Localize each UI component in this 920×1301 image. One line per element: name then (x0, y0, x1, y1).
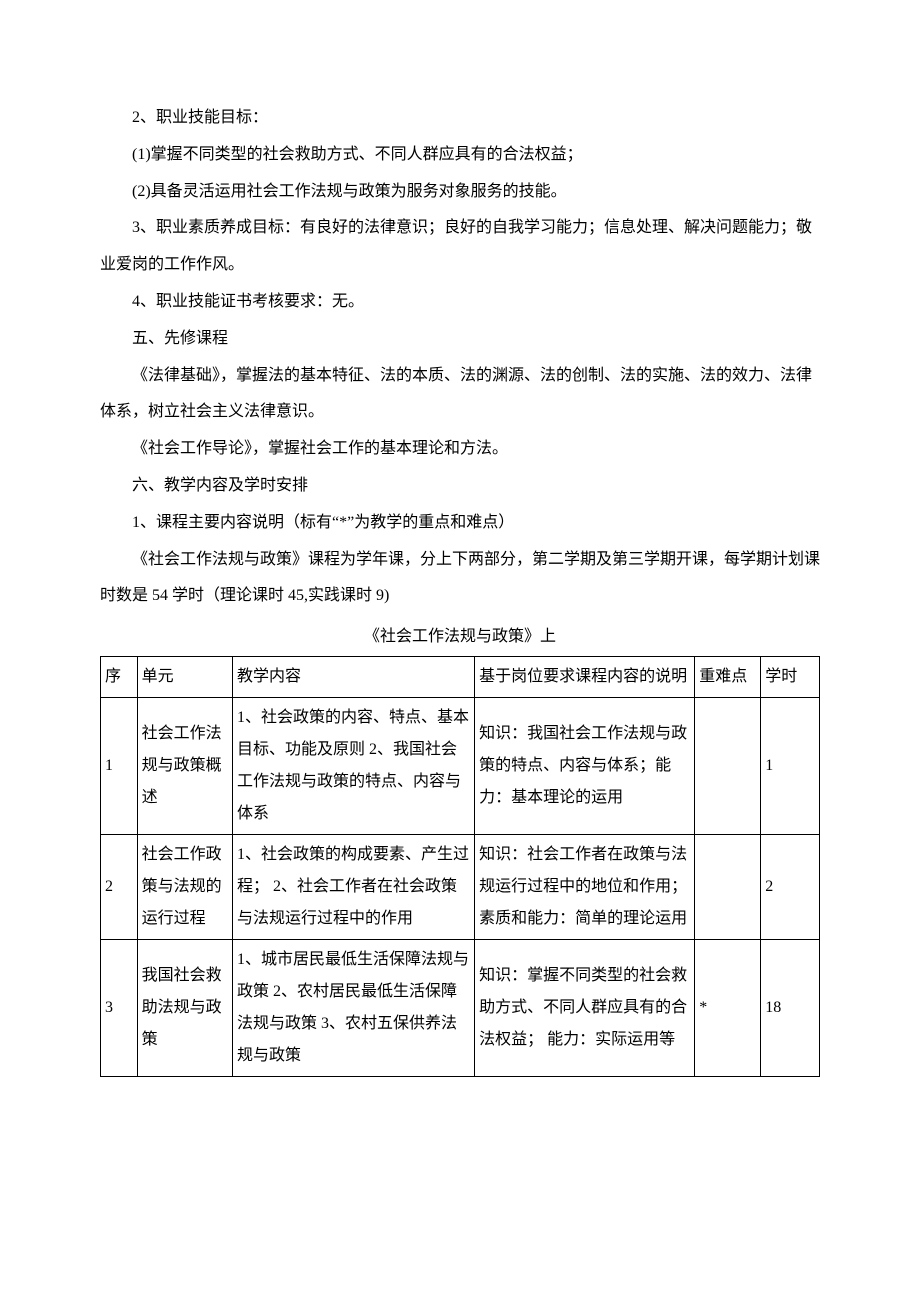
table-row: 2 社会工作政策与法规的运行过程 1、社会政策的构成要素、产生过程； 2、社会工… (101, 834, 820, 939)
th-seq: 序 (101, 656, 138, 697)
th-diff: 重难点 (695, 656, 761, 697)
cell-content: 1、城市居民最低生活保障法规与政策 2、农村居民最低生活保障法规与政策 3、农村… (233, 939, 475, 1076)
cell-desc: 知识：社会工作者在政策与法规运行过程中的地位和作用；素质和能力：简单的理论运用 (475, 834, 695, 939)
table-row: 1 社会工作法规与政策概述 1、社会政策的内容、特点、基本目标、功能及原则 2、… (101, 697, 820, 834)
paragraph-course-plan: 《社会工作法规与政策》课程为学年课，分上下两部分，第二学期及第三学期开课，每学期… (100, 542, 820, 616)
paragraph-skill-1: (1)掌握不同类型的社会救助方式、不同人群应具有的合法权益； (100, 137, 820, 174)
cell-diff: * (695, 939, 761, 1076)
cell-seq: 3 (101, 939, 138, 1076)
course-table: 序 单元 教学内容 基于岗位要求课程内容的说明 重难点 学时 1 社会工作法规与… (100, 656, 820, 1077)
cell-unit: 社会工作法规与政策概述 (137, 697, 232, 834)
paragraph-cert: 4、职业技能证书考核要求：无。 (100, 284, 820, 321)
cell-desc: 知识：我国社会工作法规与政策的特点、内容与体系；能力：基本理论的运用 (475, 697, 695, 834)
th-content: 教学内容 (233, 656, 475, 697)
th-hours: 学时 (761, 656, 820, 697)
paragraph-skill-2: (2)具备灵活运用社会工作法规与政策为服务对象服务的技能。 (100, 174, 820, 211)
cell-diff (695, 834, 761, 939)
cell-seq: 1 (101, 697, 138, 834)
th-unit: 单元 (137, 656, 232, 697)
heading-prereq: 五、先修课程 (100, 321, 820, 358)
cell-hours: 2 (761, 834, 820, 939)
cell-diff (695, 697, 761, 834)
table-row: 3 我国社会救助法规与政策 1、城市居民最低生活保障法规与政策 2、农村居民最低… (101, 939, 820, 1076)
cell-content: 1、社会政策的构成要素、产生过程； 2、社会工作者在社会政策与法规运行过程中的作… (233, 834, 475, 939)
paragraph-prereq-1: 《法律基础》，掌握法的基本特征、法的本质、法的渊源、法的创制、法的实施、法的效力… (100, 358, 820, 432)
heading-content: 六、教学内容及学时安排 (100, 468, 820, 505)
table-title: 《社会工作法规与政策》上 (100, 619, 820, 656)
cell-hours: 1 (761, 697, 820, 834)
cell-unit: 我国社会救助法规与政策 (137, 939, 232, 1076)
cell-content: 1、社会政策的内容、特点、基本目标、功能及原则 2、我国社会工作法规与政策的特点… (233, 697, 475, 834)
cell-hours: 18 (761, 939, 820, 1076)
paragraph-quality-goal: 3、职业素质养成目标：有良好的法律意识；良好的自我学习能力；信息处理、解决问题能… (100, 210, 820, 284)
paragraph-skill-goal: 2、职业技能目标： (100, 100, 820, 137)
th-desc: 基于岗位要求课程内容的说明 (475, 656, 695, 697)
paragraph-prereq-2: 《社会工作导论》，掌握社会工作的基本理论和方法。 (100, 431, 820, 468)
cell-seq: 2 (101, 834, 138, 939)
cell-unit: 社会工作政策与法规的运行过程 (137, 834, 232, 939)
cell-desc: 知识：掌握不同类型的社会救助方式、不同人群应具有的合法权益； 能力：实际运用等 (475, 939, 695, 1076)
table-header-row: 序 单元 教学内容 基于岗位要求课程内容的说明 重难点 学时 (101, 656, 820, 697)
paragraph-content-note: 1、课程主要内容说明（标有“*”为教学的重点和难点） (100, 505, 820, 542)
